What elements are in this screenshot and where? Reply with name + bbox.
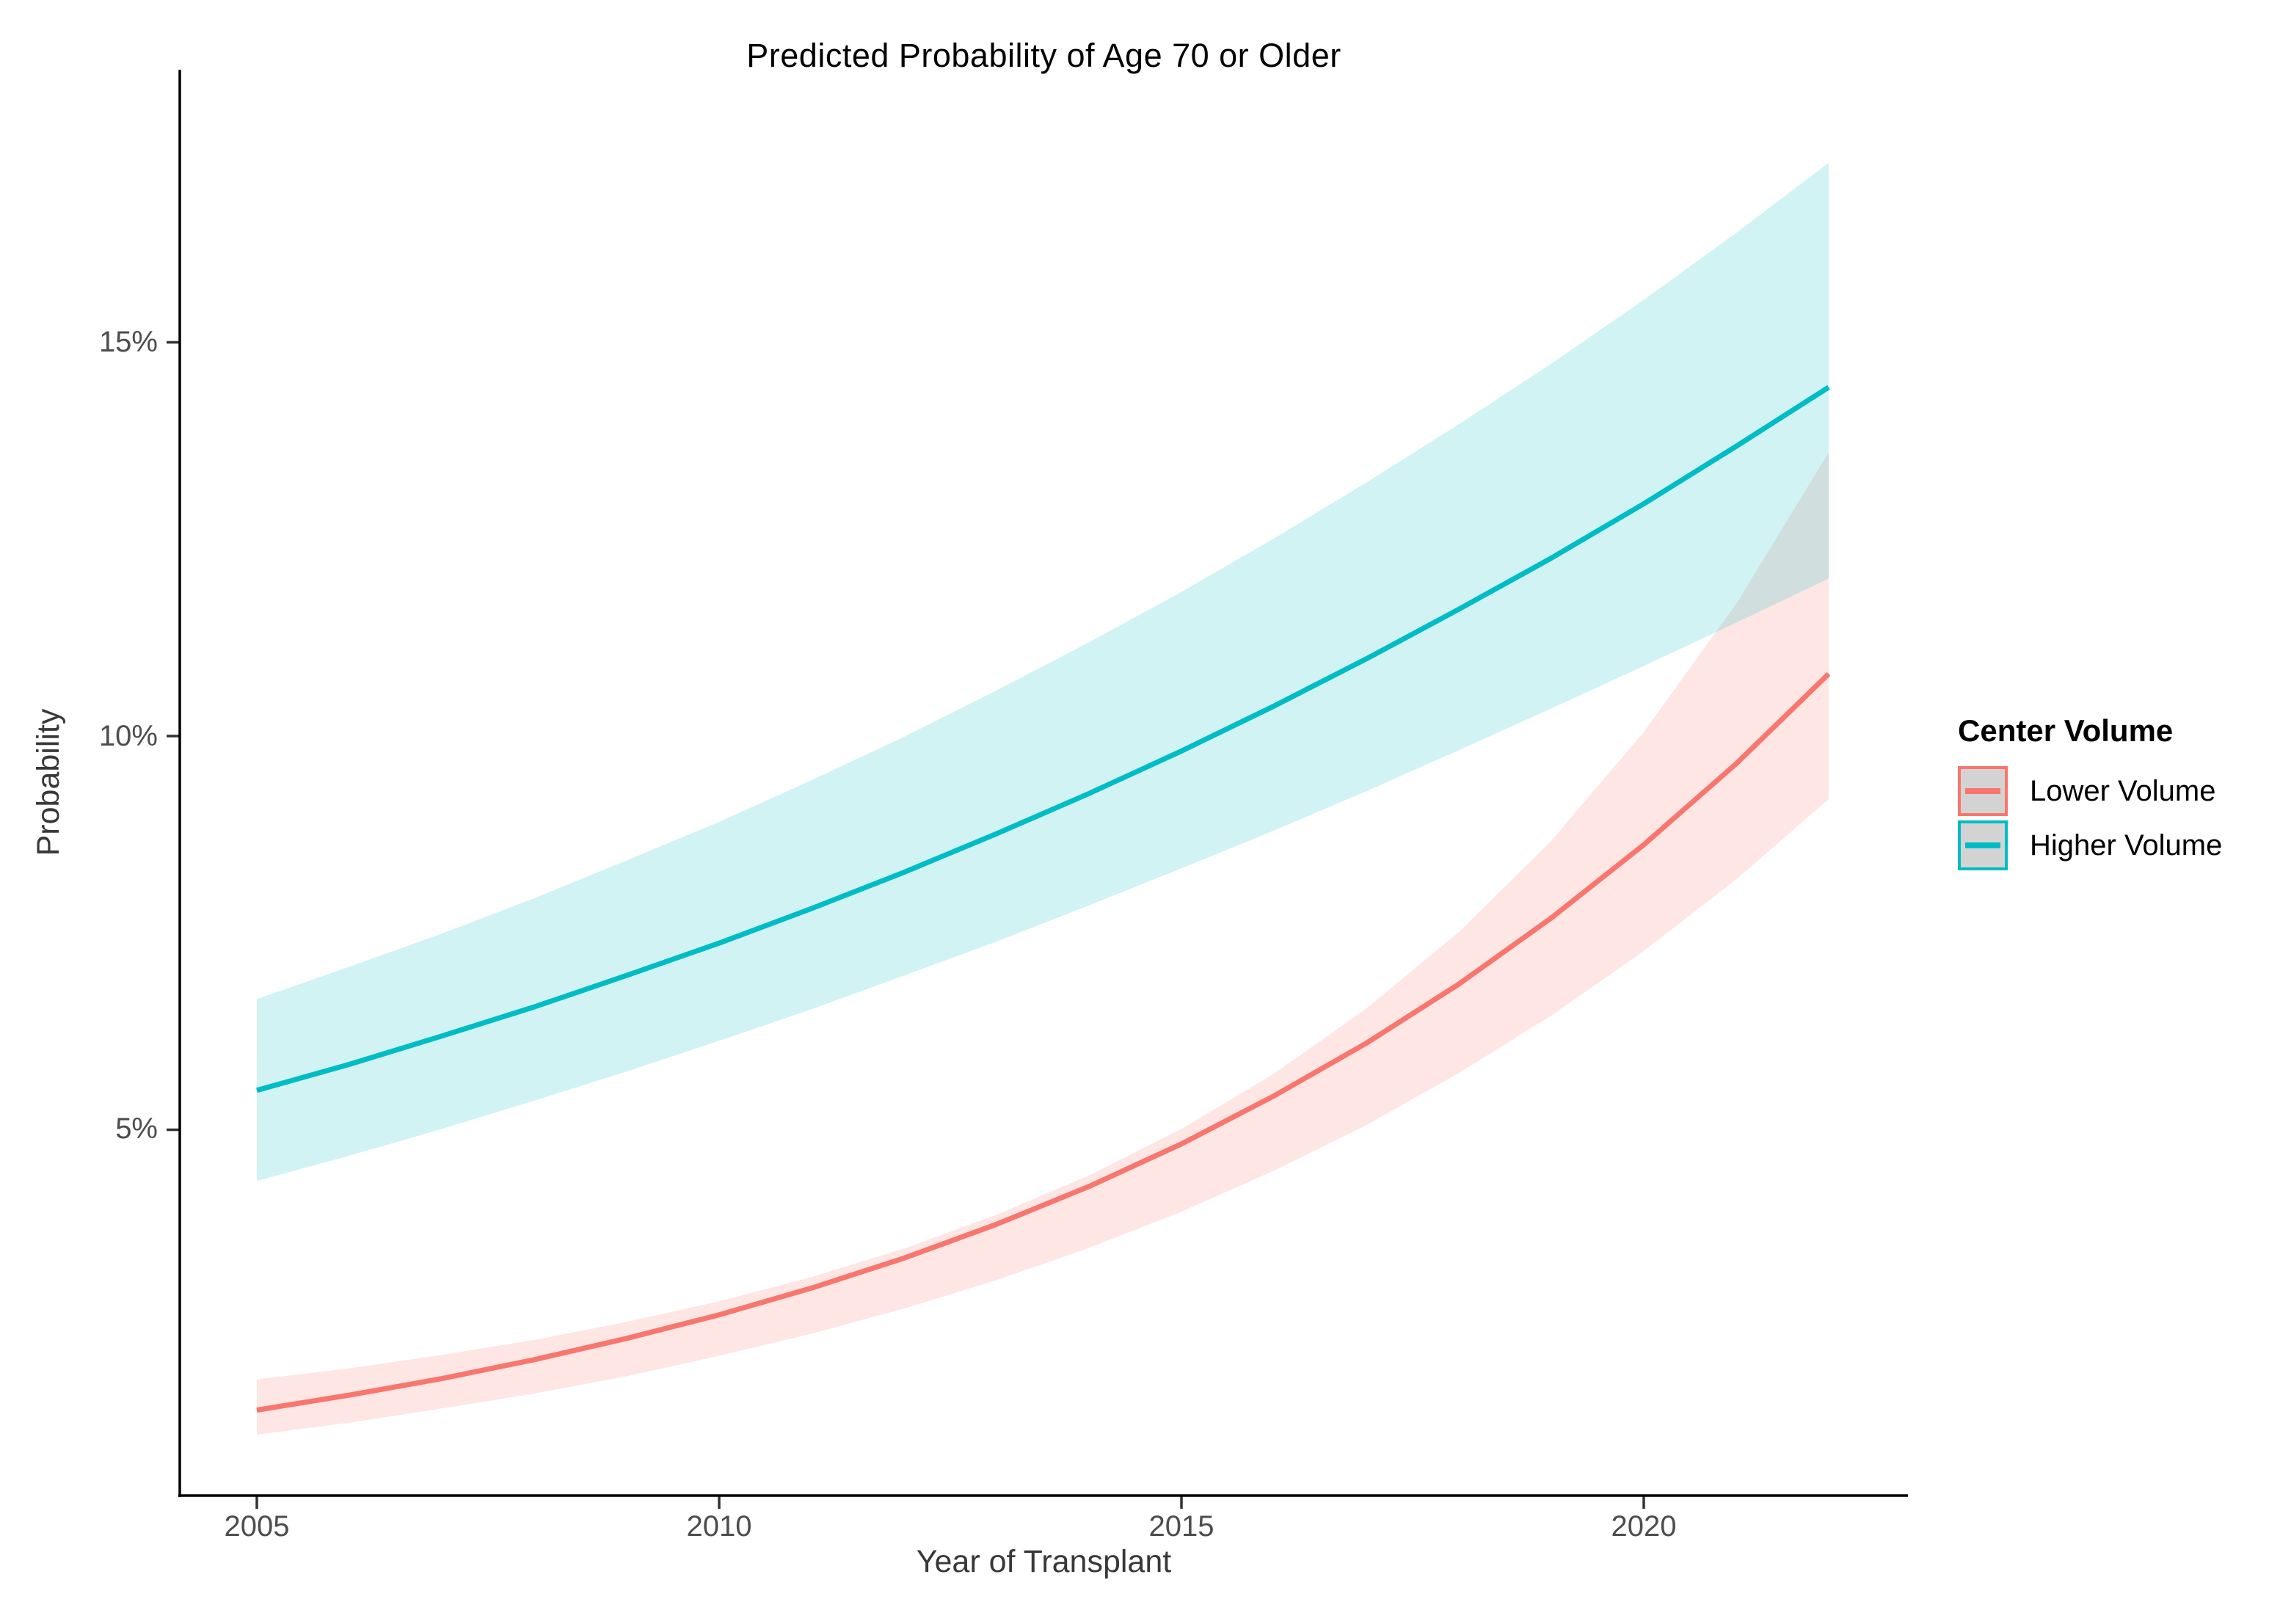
legend-item-higher-volume: Higher Volume [1958, 820, 2222, 870]
lower-volume-key-line [1965, 788, 2000, 794]
trend-lines [256, 385, 1831, 1413]
x-tick-label-2010: 2010 [686, 1510, 752, 1543]
x-tick-label-2020: 2020 [1611, 1510, 1677, 1543]
y-tick-label-5: 5% [115, 1113, 158, 1145]
confidence-ribbons [257, 162, 1829, 1435]
legend-label-higher-volume: Higher Volume [2030, 829, 2223, 862]
plot-title: Predicted Probability of Age 70 or Older [746, 37, 1341, 74]
x-tick-label-2005: 2005 [224, 1510, 290, 1543]
y-tick-label-10: 10% [98, 720, 158, 752]
x-axis-title: Year of Transplant [916, 1544, 1172, 1579]
lower-volume-key-swatch [1958, 766, 2008, 816]
legend-label-lower-volume: Lower Volume [2030, 774, 2216, 807]
legend-title: Center Volume [1958, 713, 2174, 748]
x-tick-label-2015: 2015 [1148, 1510, 1214, 1543]
axis-tick-marks [167, 341, 1645, 1509]
y-tick-label-15: 15% [98, 326, 158, 358]
legend-item-lower-volume: Lower Volume [1958, 766, 2222, 816]
lower-volume-line [256, 671, 1831, 1413]
higher-volume-key-swatch [1958, 820, 2008, 870]
higher-volume-line [256, 385, 1830, 1093]
higher-volume-ribbon [257, 162, 1829, 1181]
higher-volume-key-line [1965, 842, 2000, 848]
legend: Center Volume Lower Volume Higher Volume [1958, 713, 2222, 875]
